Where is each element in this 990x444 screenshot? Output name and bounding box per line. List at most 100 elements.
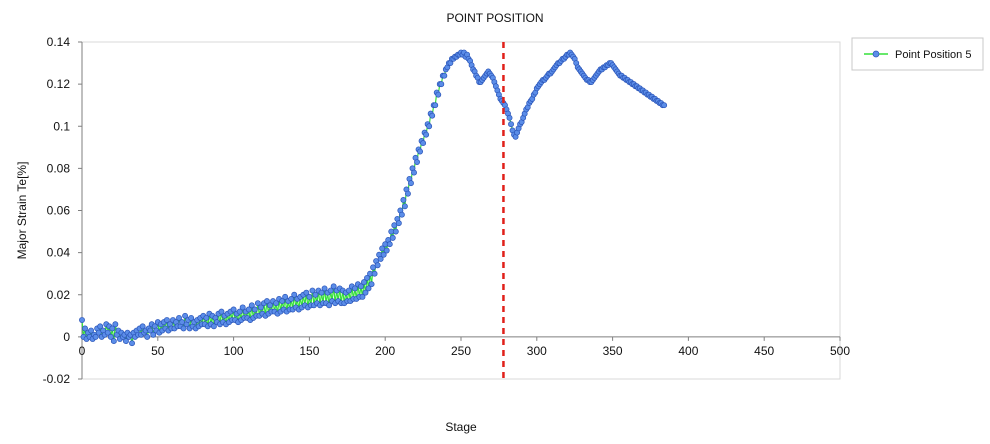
data-point	[377, 255, 384, 262]
data-point	[97, 323, 104, 330]
data-point	[282, 293, 289, 300]
y-tick-label: 0.06	[47, 204, 71, 218]
data-point	[365, 285, 372, 292]
data-point	[147, 327, 154, 334]
y-tick-label: 0.12	[47, 77, 71, 91]
data-point	[288, 296, 295, 302]
data-point	[303, 289, 310, 296]
data-point	[423, 131, 430, 138]
data-point	[230, 306, 237, 313]
data-point	[371, 270, 378, 277]
data-point	[210, 323, 217, 330]
data-point	[123, 338, 129, 345]
chart-title: POINT POSITION	[446, 11, 543, 25]
data-point	[389, 234, 396, 241]
data-point	[318, 289, 325, 296]
data-point	[291, 291, 298, 298]
data-point	[383, 247, 390, 254]
data-point	[218, 308, 225, 315]
data-point	[361, 279, 367, 286]
x-tick-label: 100	[224, 344, 244, 358]
data-point	[182, 312, 189, 319]
x-tick-label: 50	[151, 344, 165, 358]
series-layer	[79, 49, 668, 347]
data-point	[359, 293, 366, 300]
data-point	[411, 169, 417, 176]
x-tick-label: 250	[451, 344, 471, 358]
data-point	[330, 283, 337, 290]
y-tick-label: 0.08	[47, 161, 71, 175]
data-point	[506, 114, 513, 121]
data-point	[88, 327, 95, 334]
data-point	[420, 140, 427, 147]
data-point	[374, 262, 381, 269]
data-point	[267, 302, 273, 309]
data-point	[386, 241, 393, 248]
data-point	[236, 308, 243, 315]
data-point	[400, 197, 407, 203]
data-point	[357, 283, 364, 290]
data-point	[435, 91, 442, 98]
legend: Point Position 5	[851, 37, 984, 71]
x-axis-title: Stage	[445, 420, 477, 434]
y-tick-label: 0.02	[47, 288, 71, 302]
x-axis: 0 50 100 150 200 250 300 350 400 450 500	[79, 336, 850, 358]
data-point	[351, 285, 358, 292]
data-point	[441, 72, 448, 79]
data-point	[426, 123, 433, 130]
data-point	[104, 329, 111, 336]
data-point	[112, 321, 119, 328]
y-tick-label: 0	[63, 330, 70, 344]
data-point	[264, 298, 270, 305]
y-tick-label: -0.02	[43, 372, 71, 386]
data-point	[438, 81, 445, 88]
data-point	[239, 304, 246, 311]
y-axis: 0.14 0.12 0.1 0.08 0.06 0.04 0.02 0 -0.02	[43, 35, 83, 386]
y-tick-label: 0.14	[47, 35, 71, 49]
data-point	[163, 317, 170, 323]
data-point	[429, 112, 436, 119]
legend-marker-swatch	[872, 50, 880, 58]
data-point	[144, 333, 151, 340]
data-point	[107, 333, 114, 340]
data-point	[368, 281, 375, 288]
data-point	[309, 287, 316, 294]
data-point	[414, 159, 420, 166]
x-tick-label: 500	[830, 344, 850, 358]
data-point	[79, 317, 85, 323]
data-point	[395, 220, 402, 227]
data-point	[110, 338, 117, 345]
data-point	[254, 300, 261, 307]
data-point	[312, 291, 319, 298]
data-point	[248, 302, 255, 309]
data-point	[392, 228, 399, 235]
x-tick-label: 200	[375, 344, 395, 358]
data-point	[364, 274, 370, 281]
data-point	[408, 180, 414, 187]
data-point	[273, 300, 279, 307]
data-point	[432, 102, 439, 109]
data-point	[362, 289, 369, 296]
data-point	[279, 298, 286, 305]
data-point	[188, 314, 195, 321]
data-point	[92, 333, 99, 340]
data-point	[150, 331, 157, 338]
legend-label-series-1: Point Position 5	[895, 49, 971, 61]
x-tick-label: 450	[754, 344, 774, 358]
data-point	[180, 325, 187, 332]
data-point	[251, 306, 258, 313]
x-tick-label: 150	[299, 344, 319, 358]
data-point	[380, 251, 387, 258]
x-tick-label: 300	[527, 344, 547, 358]
data-point	[401, 203, 408, 210]
data-point	[306, 293, 313, 300]
data-point	[508, 121, 514, 128]
data-point	[82, 325, 88, 332]
data-point	[139, 323, 146, 330]
x-tick-label: 350	[603, 344, 623, 358]
y-axis-title: Major Strain Te[%]	[15, 162, 29, 260]
data-point	[345, 287, 352, 294]
y-tick-label: 0.04	[47, 246, 71, 260]
data-point	[327, 287, 334, 294]
